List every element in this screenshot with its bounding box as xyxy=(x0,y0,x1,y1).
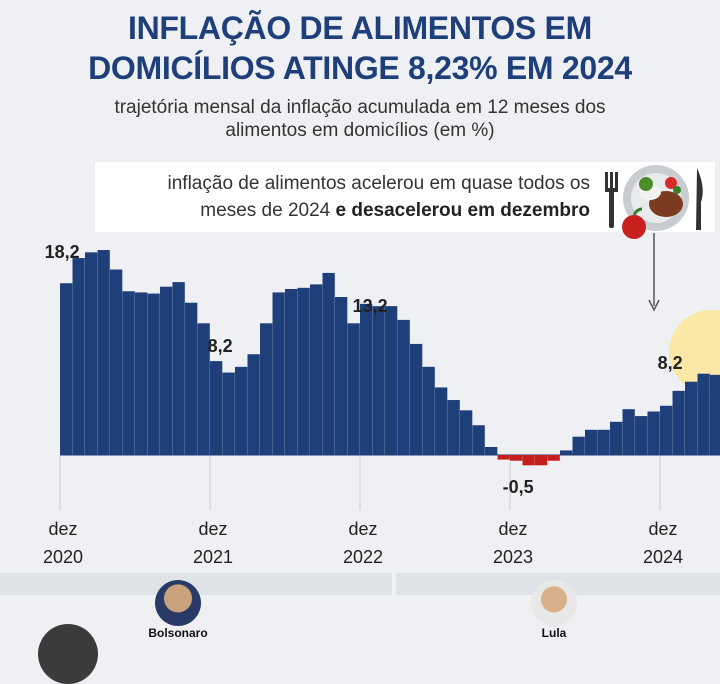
bar xyxy=(360,303,373,455)
knife-icon xyxy=(696,168,703,230)
bar xyxy=(560,450,573,455)
bar xyxy=(297,287,310,455)
data-label: -0,5 xyxy=(503,477,534,497)
title-line-2: DOMICÍLIOS ATINGE 8,23% EM 2024 xyxy=(88,50,632,86)
bar xyxy=(697,373,710,455)
bar xyxy=(160,286,173,455)
bar xyxy=(410,343,423,455)
subtitle-line-1: trajetória mensal da inflação acumulada … xyxy=(114,97,606,118)
bar xyxy=(97,250,110,455)
bar xyxy=(660,405,673,455)
annotation-text: inflação de alimentos acelerou em quase … xyxy=(30,170,590,224)
bar xyxy=(535,455,548,466)
bar xyxy=(485,446,498,455)
chart-title: INFLAÇÃO DE ALIMENTOS EM DOMICÍLIOS ATIN… xyxy=(0,8,720,88)
bar xyxy=(197,323,210,455)
arrow-down-icon xyxy=(648,233,660,312)
fork-icon xyxy=(605,172,618,228)
bar xyxy=(172,282,185,455)
bar xyxy=(210,361,223,455)
annotation-line-1: inflação de alimentos acelerou em quase … xyxy=(167,173,590,194)
bar xyxy=(235,366,248,455)
bar xyxy=(585,429,598,455)
bar xyxy=(310,284,323,455)
strip-separator xyxy=(392,573,396,595)
bar xyxy=(510,455,523,461)
bar xyxy=(85,252,98,455)
person-name: Lula xyxy=(541,626,567,640)
tick-label-month: dez xyxy=(198,519,227,539)
bar xyxy=(260,323,273,455)
bar xyxy=(647,411,660,455)
tick-label-year: 2024 xyxy=(643,547,683,567)
person-lula: Lula xyxy=(514,580,594,640)
tick-label-month: dez xyxy=(648,519,677,539)
bar xyxy=(572,436,585,455)
bar xyxy=(372,306,385,455)
bar xyxy=(322,272,335,455)
annotation-line-2: meses de 2024 e desacelerou em dezembro xyxy=(30,197,590,224)
bar xyxy=(122,291,135,455)
avatar xyxy=(531,580,577,626)
bar xyxy=(135,292,148,455)
bar xyxy=(435,387,448,455)
bar xyxy=(635,416,648,455)
tick-label-year: 2022 xyxy=(343,547,383,567)
person-bolsonaro: Bolsonaro xyxy=(138,580,218,640)
bar xyxy=(110,269,123,455)
bar xyxy=(222,372,235,455)
bar xyxy=(685,381,698,455)
bar xyxy=(185,302,198,455)
bar xyxy=(547,455,560,461)
government-strip xyxy=(0,573,720,595)
data-label: 18,2 xyxy=(45,242,80,262)
bar xyxy=(422,366,435,455)
tick-label-month: dez xyxy=(48,519,77,539)
bar-chart: dez 2020 dez 2021 dez 2022 dez 2023 dez 2024 18,2 8… xyxy=(43,165,720,567)
bar xyxy=(385,306,398,455)
chart-subtitle: trajetória mensal da inflação acumulada … xyxy=(0,96,720,142)
bar xyxy=(597,429,610,455)
tick-label-month: dez xyxy=(498,519,527,539)
person-name: Bolsonaro xyxy=(148,626,208,640)
tick-label-month: dez xyxy=(348,519,377,539)
bar xyxy=(497,455,510,460)
bar xyxy=(247,354,260,455)
bar xyxy=(672,390,685,455)
bar xyxy=(397,319,410,455)
bar xyxy=(147,293,160,455)
highlight-circle xyxy=(669,310,720,394)
bar xyxy=(610,421,623,455)
tick-label-year: 2020 xyxy=(43,547,83,567)
subtitle-line-2: alimentos em domicílios (em %) xyxy=(225,120,495,141)
bar xyxy=(710,374,720,455)
bar xyxy=(72,258,85,455)
bar xyxy=(335,296,348,455)
bar xyxy=(347,323,360,455)
bar xyxy=(60,283,73,455)
data-label: 8,2 xyxy=(208,336,233,356)
data-label: 13,2 xyxy=(353,296,388,316)
annotation-bold: e desacelerou em dezembro xyxy=(335,200,591,221)
data-label: 8,2 xyxy=(658,353,683,373)
bar xyxy=(285,288,298,455)
bar xyxy=(472,425,485,455)
title-line-1: INFLAÇÃO DE ALIMENTOS EM xyxy=(128,10,592,46)
plate-icon xyxy=(623,165,689,231)
bar xyxy=(522,455,535,466)
annotation-plain: meses de 2024 xyxy=(200,200,336,221)
avatar xyxy=(155,580,201,626)
bar xyxy=(447,400,460,455)
bar xyxy=(622,409,635,455)
bar xyxy=(272,292,285,455)
bar xyxy=(460,410,473,455)
apple-icon xyxy=(622,207,646,239)
tick-label-year: 2023 xyxy=(493,547,533,567)
tick-label-year: 2021 xyxy=(193,547,233,567)
overlay-circle xyxy=(38,624,98,684)
